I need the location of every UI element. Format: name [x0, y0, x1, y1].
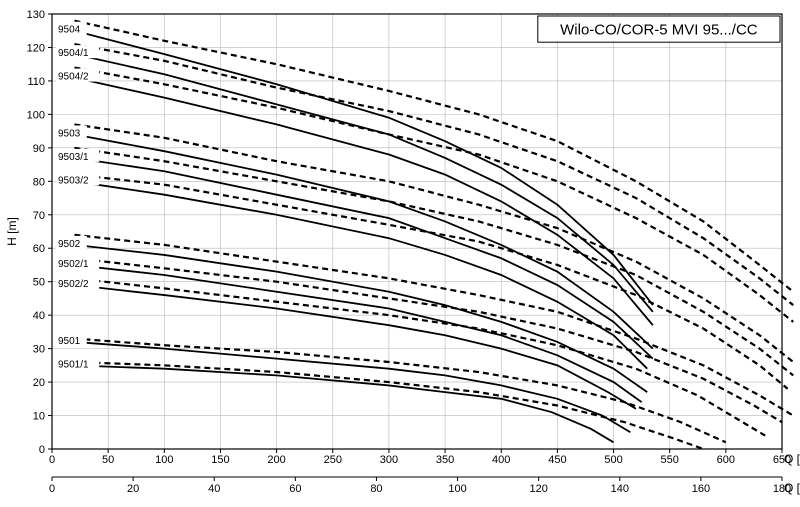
y-tick-label: 20: [33, 377, 45, 389]
x-tick-label-m3h: 250: [324, 454, 342, 466]
chart-svg: 0 10 20 30 40 50 60 70 80 90 100 110 120 130 H [m] 0 50 1…: [0, 0, 800, 507]
x-tick-label-ls: 20: [127, 483, 139, 495]
x-tick-label-m3h: 600: [717, 454, 735, 466]
y-tick-label: 90: [33, 143, 45, 155]
y-tick-label: 30: [33, 344, 45, 356]
x-tick-label-m3h: 50: [102, 454, 114, 466]
y-tick-label: 120: [27, 42, 45, 54]
y-tick-label: 60: [33, 243, 45, 255]
curve-label: 9502/2: [58, 279, 89, 290]
x-tick-label-ls: 80: [370, 483, 382, 495]
x-tick-label-ls: 0: [49, 483, 55, 495]
x-tick-label-m3h: 350: [436, 454, 454, 466]
chart-title: Wilo-CO/COR-5 MVI 95.../CC: [560, 21, 758, 38]
y-tick-label: 10: [33, 411, 45, 423]
pump-curve-chart: 0 10 20 30 40 50 60 70 80 90 100 110 120 130 H [m] 0 50 1…: [0, 0, 800, 507]
curve-label: 9501: [58, 336, 81, 347]
x-tick-label-ls: 160: [692, 483, 710, 495]
curve-label: 9503: [58, 128, 81, 139]
x-tick-label-ls: 60: [289, 483, 301, 495]
x-axis-label-ls: Q [l/s]: [784, 481, 800, 495]
y-tick-label: 80: [33, 176, 45, 188]
x-tick-label-m3h: 200: [267, 454, 285, 466]
x-tick-label-ls: 40: [208, 483, 220, 495]
y-tick-label: 40: [33, 310, 45, 322]
x-tick-label-ls: 120: [529, 483, 547, 495]
y-tick-label: 130: [27, 9, 45, 21]
x-tick-label-m3h: 500: [604, 454, 622, 466]
curve-label: 9503/1: [58, 152, 89, 163]
x-tick-label-m3h: 450: [548, 454, 566, 466]
curve-label: 9502: [58, 239, 81, 250]
x-tick-label-m3h: 150: [211, 454, 229, 466]
x-tick-label-m3h: 400: [492, 454, 510, 466]
x-tick-label-ls: 140: [611, 483, 629, 495]
x-tick-label-m3h: 300: [380, 454, 398, 466]
x-tick-label-ls: 100: [448, 483, 466, 495]
y-tick-label: 70: [33, 210, 45, 222]
x-tick-label-m3h: 550: [661, 454, 679, 466]
x-tick-label-m3h: 100: [155, 454, 173, 466]
curve-label: 9504: [58, 25, 81, 36]
x-axis-label-m3h: Q [m³/h]: [784, 452, 800, 466]
y-axis-label: H [m]: [5, 217, 19, 246]
y-tick-label: 100: [27, 109, 45, 121]
x-tick-label-m3h: 0: [49, 454, 55, 466]
curve-label: 9503/2: [58, 175, 89, 186]
curve-label: 9501/1: [58, 359, 89, 370]
curve-label: 9504/1: [58, 48, 89, 59]
y-tick-label: 0: [39, 444, 45, 456]
curve-label: 9504/2: [58, 72, 89, 83]
y-tick-label: 50: [33, 277, 45, 289]
curve-label: 9502/1: [58, 259, 89, 270]
y-tick-label: 110: [27, 76, 45, 88]
